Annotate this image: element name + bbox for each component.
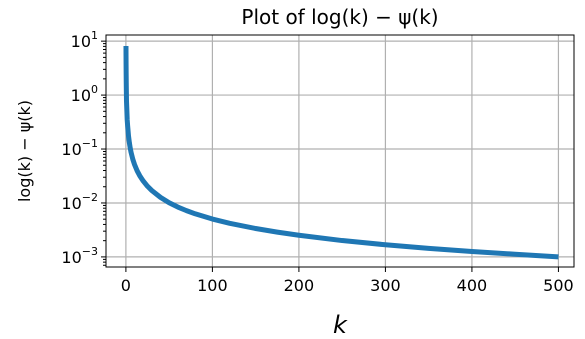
y-tick-base: 10 bbox=[71, 86, 91, 105]
y-tick-base: 10 bbox=[61, 194, 81, 213]
y-tick-exponent: −3 bbox=[82, 245, 98, 258]
y-tick-exponent: −1 bbox=[82, 137, 98, 150]
x-tick-label: 300 bbox=[370, 276, 401, 295]
y-tick-exponent: 0 bbox=[91, 83, 98, 96]
y-tick-base: 10 bbox=[71, 32, 91, 51]
plot-frame bbox=[105, 34, 575, 268]
y-tick-label: 101 bbox=[71, 29, 98, 51]
x-tick-label: 400 bbox=[457, 276, 488, 295]
y-tick-label: 100 bbox=[71, 83, 98, 105]
x-tick-label: 200 bbox=[284, 276, 315, 295]
y-axis-label: log(k) − ψ(k) bbox=[15, 100, 34, 202]
y-tick-label: 10−3 bbox=[61, 245, 98, 267]
x-tick-label: 0 bbox=[121, 276, 131, 295]
y-tick-exponent: −2 bbox=[82, 191, 98, 204]
series-line bbox=[123, 46, 559, 260]
y-tick-base: 10 bbox=[61, 140, 81, 159]
y-tick-label: 10−1 bbox=[61, 137, 98, 159]
series-layer bbox=[123, 46, 559, 260]
y-tick-exponent: 1 bbox=[91, 29, 98, 42]
grid bbox=[106, 35, 574, 267]
x-axis-label: k bbox=[333, 311, 348, 339]
chart-title: Plot of log(k) − ψ(k) bbox=[241, 5, 438, 29]
y-tick-base: 10 bbox=[61, 248, 81, 267]
x-tick-label: 100 bbox=[197, 276, 228, 295]
y-tick-label: 10−2 bbox=[61, 191, 98, 213]
x-tick-label: 500 bbox=[543, 276, 574, 295]
